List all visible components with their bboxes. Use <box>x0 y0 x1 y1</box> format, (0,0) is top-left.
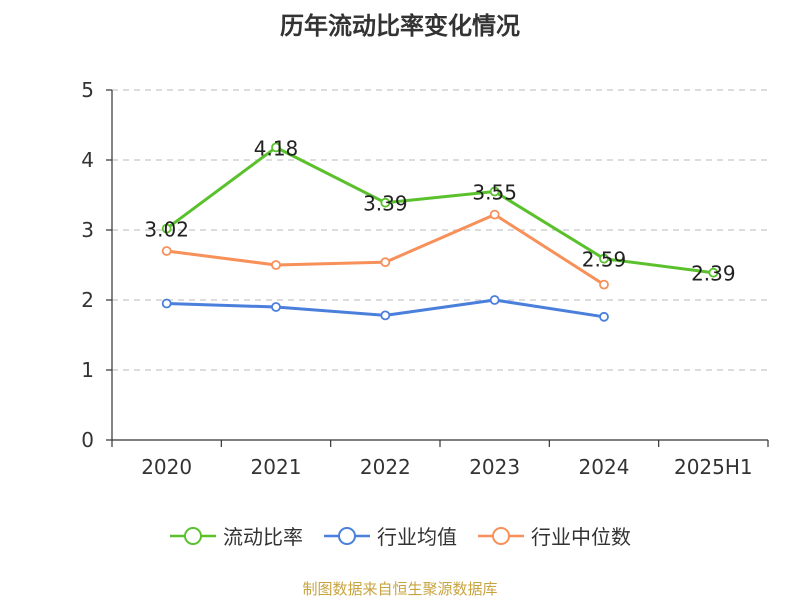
chart-legend: 流动比率 行业均值 行业中位数 <box>0 521 800 550</box>
data-source-note: 制图数据来自恒生聚源数据库 <box>302 580 498 598</box>
data-point <box>380 257 391 268</box>
data-point <box>599 311 609 322</box>
legend-symbol-industry-mean <box>324 526 370 545</box>
legend-item-current-ratio[interactable]: 流动比率 <box>169 521 303 550</box>
data-point <box>380 197 391 208</box>
y-tick-label: 3 <box>81 218 94 242</box>
data-label: 3.55 <box>472 181 517 205</box>
data-point <box>708 267 719 278</box>
data-label: 3.02 <box>144 218 189 242</box>
legend-symbol-current-ratio <box>170 526 216 545</box>
series-line-0 <box>165 145 714 275</box>
y-tick-label: 5 <box>81 78 94 102</box>
legend-item-industry-mean[interactable]: 行业均值 <box>323 521 457 550</box>
data-point <box>489 186 500 197</box>
y-tick-label: 4 <box>81 148 94 172</box>
data-point <box>599 253 609 264</box>
y-tick-label: 2 <box>81 288 94 312</box>
data-point <box>271 142 281 153</box>
legend-item-industry-median[interactable]: 行业中位数 <box>477 521 631 550</box>
data-point <box>161 223 172 234</box>
series-line-2 <box>166 213 605 286</box>
legend-symbol-industry-median <box>478 526 524 545</box>
data-point <box>161 298 172 309</box>
data-point <box>489 209 500 220</box>
legend-label-industry-median: 行业中位数 <box>531 525 631 549</box>
data-point <box>489 295 500 305</box>
x-tick-label: 2025H1 <box>674 455 753 479</box>
x-tick-label: 2024 <box>579 455 630 479</box>
data-point <box>161 246 172 256</box>
data-point <box>380 310 391 321</box>
x-tick-label: 2022 <box>360 455 411 479</box>
data-label: 2.59 <box>582 248 627 272</box>
data-point <box>599 279 609 290</box>
x-tick-label: 2023 <box>469 455 520 479</box>
data-point <box>271 260 281 270</box>
data-label: 3.39 <box>363 192 408 216</box>
y-tick-label: 1 <box>81 358 94 382</box>
y-tick-label: 0 <box>81 428 94 452</box>
data-label: 2.39 <box>691 262 736 286</box>
legend-label-current-ratio: 流动比率 <box>223 525 303 549</box>
x-tick-label: 2020 <box>141 455 192 479</box>
legend-label-industry-mean: 行业均值 <box>377 525 457 549</box>
chart-title: 历年流动比率变化情况 <box>280 12 520 40</box>
data-label: 4.18 <box>254 136 299 160</box>
x-tick-label: 2021 <box>251 455 302 479</box>
data-point <box>271 302 281 312</box>
